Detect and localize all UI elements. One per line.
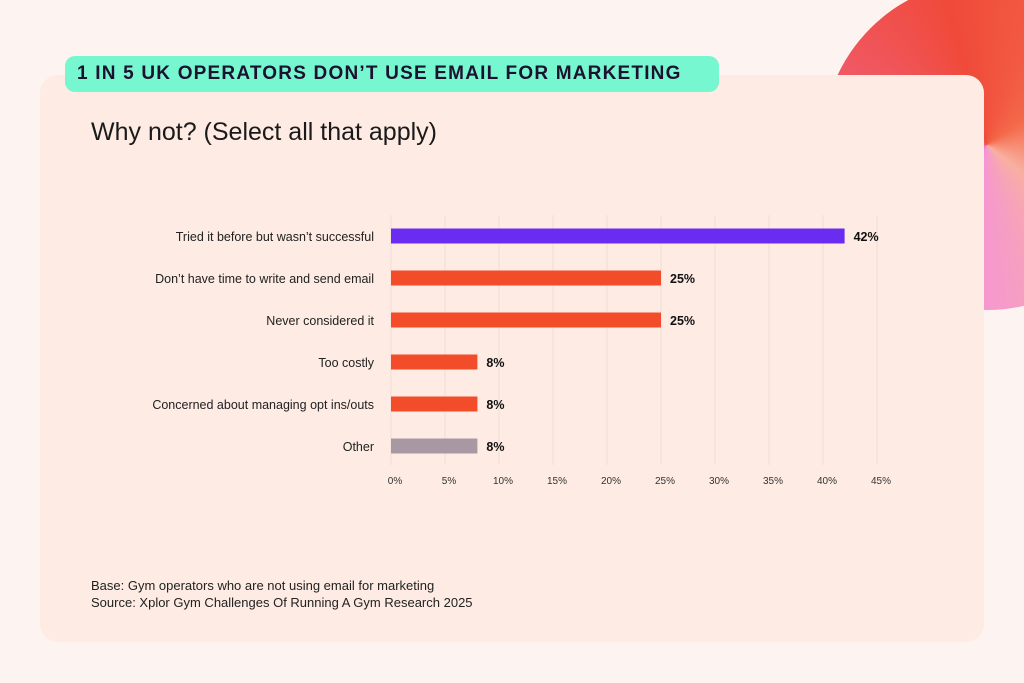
x-tick-label: 30%	[709, 476, 729, 487]
headline-badge: 1 IN 5 UK OPERATORS DON’T USE EMAIL FOR …	[65, 56, 719, 92]
x-tick-label: 45%	[871, 476, 891, 487]
data-label: 8%	[486, 440, 504, 454]
category-label: Other	[343, 440, 374, 454]
chart-card	[40, 75, 984, 642]
bar	[391, 396, 478, 412]
x-tick-label: 40%	[817, 476, 837, 487]
bar	[391, 354, 478, 370]
data-label: 8%	[486, 398, 504, 412]
footnotes: Base: Gym operators who are not using em…	[91, 577, 473, 611]
base-note: Base: Gym operators who are not using em…	[91, 578, 435, 593]
x-tick-label: 10%	[493, 476, 513, 487]
category-label: Never considered it	[266, 314, 374, 328]
data-label: 8%	[486, 356, 504, 370]
x-tick-label: 35%	[763, 476, 783, 487]
chart-title: Why not? (Select all that apply)	[91, 118, 437, 146]
data-label: 25%	[670, 272, 695, 286]
bar	[391, 270, 661, 286]
category-label: Concerned about managing opt ins/outs	[152, 398, 374, 412]
data-label: 25%	[670, 314, 695, 328]
x-tick-label: 0%	[388, 476, 403, 487]
x-tick-label: 15%	[547, 476, 567, 487]
source-note: Source: Xplor Gym Challenges Of Running …	[91, 595, 473, 610]
bar	[391, 312, 661, 328]
category-label: Tried it before but wasn’t successful	[176, 230, 374, 244]
category-label: Don’t have time to write and send email	[155, 272, 374, 286]
x-tick-label: 5%	[442, 476, 457, 487]
x-tick-label: 25%	[655, 476, 675, 487]
data-label: 42%	[854, 230, 879, 244]
x-tick-label: 20%	[601, 476, 621, 487]
category-label: Too costly	[318, 356, 374, 370]
bar	[391, 438, 478, 454]
bar	[391, 228, 845, 244]
